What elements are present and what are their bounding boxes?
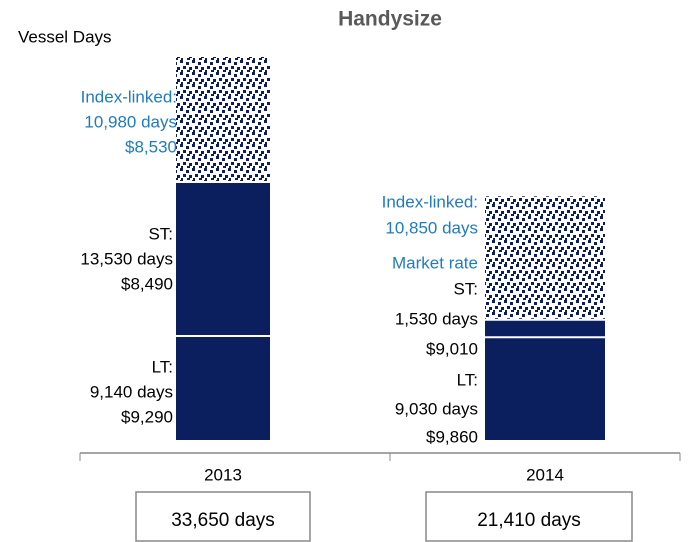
value-label: 10,850 days — [385, 218, 478, 237]
segment-name: Index-linked: — [382, 192, 478, 211]
bar-segment — [176, 57, 270, 182]
value-label: 13,530 days — [80, 249, 173, 268]
rate-label: $9,860 — [426, 427, 478, 446]
total-box — [425, 491, 633, 542]
total-box — [135, 491, 311, 542]
segment-name: Index-linked: — [81, 87, 177, 106]
rate-label: Market rate — [392, 253, 478, 272]
bar-segment — [485, 319, 605, 338]
segment-name: ST: — [453, 279, 478, 298]
y-axis-label: Vessel Days — [18, 27, 112, 46]
rate-label: $8,490 — [121, 274, 173, 293]
bar-segment — [176, 181, 270, 336]
value-label: 9,140 days — [90, 382, 173, 401]
segment-name: LT: — [152, 357, 173, 376]
rate-label: $8,530 — [125, 137, 177, 156]
total-label: 33,650 days — [171, 510, 275, 531]
x-tick-label: 2013 — [204, 465, 242, 484]
rate-label: $9,010 — [426, 339, 478, 358]
value-label: 10,980 days — [84, 112, 177, 131]
bar-segment — [176, 335, 270, 440]
total-label: 21,410 days — [477, 510, 581, 531]
value-label: 9,030 days — [395, 399, 478, 418]
value-label: 1,530 days — [395, 309, 478, 328]
bar-segment — [485, 337, 605, 440]
x-tick-label: 2014 — [526, 465, 564, 484]
rate-label: $9,290 — [121, 407, 173, 426]
segment-name: LT: — [457, 370, 478, 389]
bar-segment — [485, 196, 605, 320]
chart-title: Handysize — [338, 8, 442, 31]
segment-name: ST: — [148, 224, 173, 243]
